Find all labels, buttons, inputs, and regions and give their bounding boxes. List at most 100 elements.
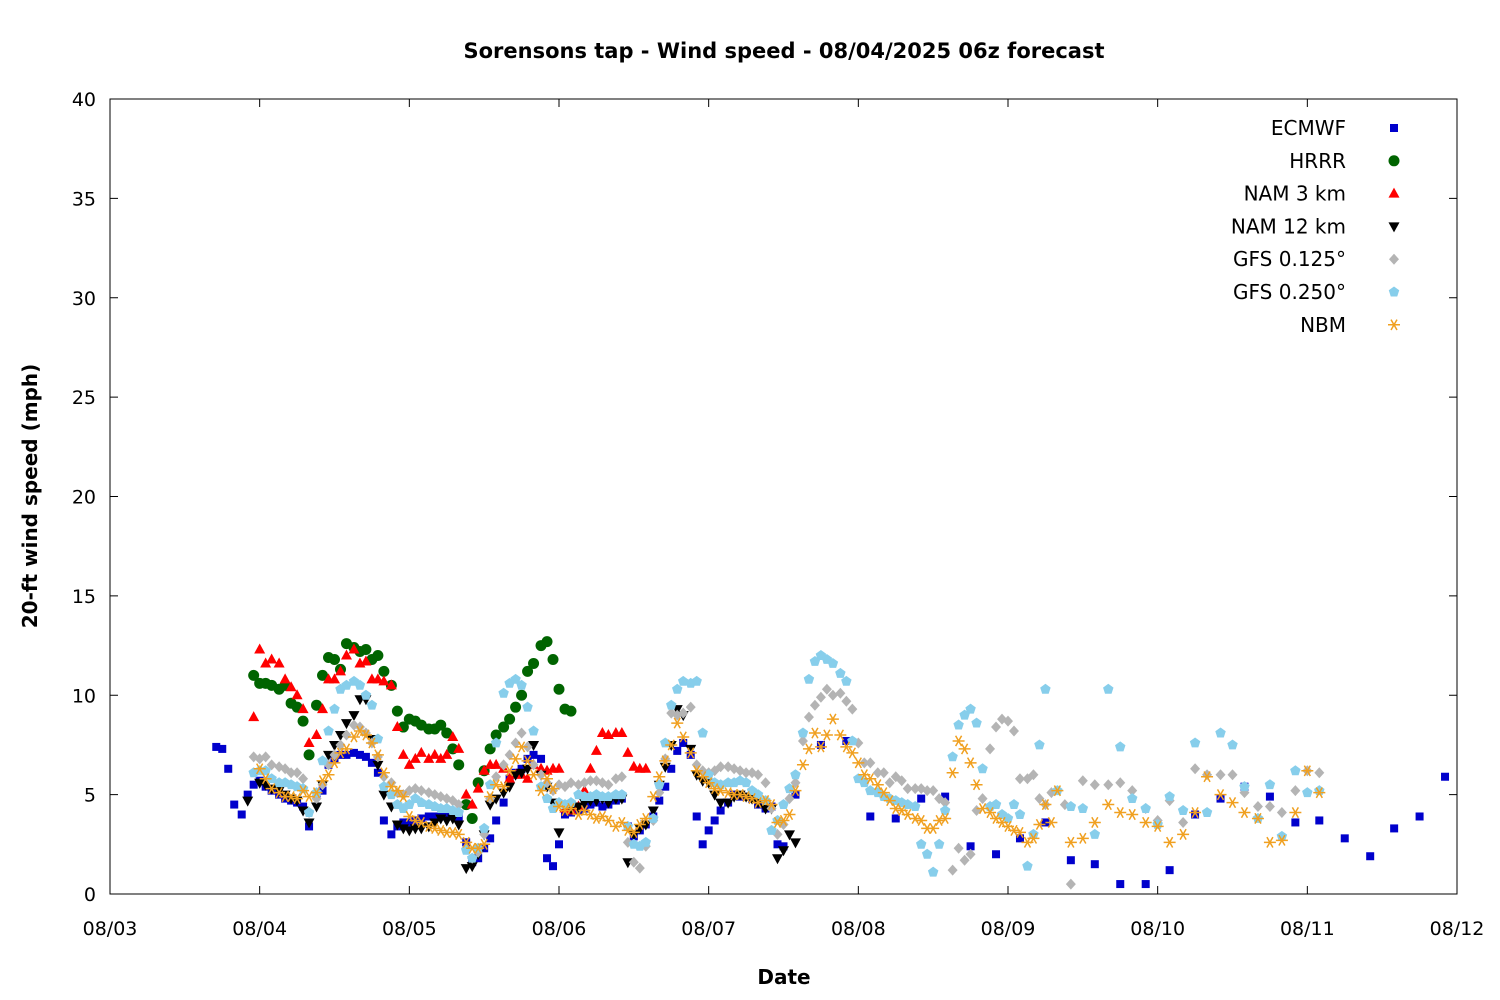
y-tick-label: 35 [72, 188, 96, 210]
data-point [565, 777, 576, 789]
data-point [1015, 834, 1024, 843]
data-point [230, 800, 239, 809]
data-point [547, 653, 559, 665]
legend-marker [1390, 124, 1398, 132]
data-point [522, 764, 534, 775]
data-point [415, 746, 427, 757]
data-point [254, 643, 266, 654]
data-point [661, 782, 670, 791]
data-point [946, 767, 959, 779]
data-point [1201, 771, 1214, 783]
data-point [1441, 772, 1450, 781]
data-point [1276, 807, 1287, 819]
data-point [441, 748, 453, 759]
data-point [921, 848, 933, 859]
data-point [784, 793, 795, 805]
data-point [366, 699, 378, 710]
data-point [329, 653, 340, 665]
data-point [964, 757, 977, 769]
data-point [377, 767, 390, 779]
data-point [361, 752, 370, 761]
data-point [959, 854, 970, 866]
data-point [334, 665, 346, 676]
data-point [777, 814, 790, 827]
data-point [528, 740, 540, 751]
data-point [279, 673, 291, 684]
data-point [484, 791, 497, 803]
data-point [1140, 803, 1151, 813]
data-point [297, 715, 309, 727]
data-point [672, 683, 683, 694]
data-point [323, 725, 334, 736]
data-point [1239, 781, 1250, 792]
data-point [385, 679, 397, 690]
legend-label: NBM [1300, 313, 1346, 337]
data-point [291, 793, 304, 805]
data-point [522, 701, 533, 712]
data-point [347, 731, 360, 743]
data-point [565, 705, 577, 717]
data-point [1033, 818, 1046, 831]
data-point [553, 828, 565, 839]
x-tick-label: 08/07 [681, 918, 736, 940]
data-point [447, 730, 459, 741]
data-point [878, 767, 889, 779]
data-point [603, 779, 614, 791]
data-point [1139, 816, 1152, 829]
data-point [340, 719, 352, 730]
legend-label: GFS 0.250° [1233, 280, 1346, 304]
y-tick-label: 30 [72, 288, 96, 310]
data-point [466, 812, 478, 824]
data-point [846, 747, 859, 759]
data-point [667, 764, 676, 773]
data-point [1126, 793, 1138, 804]
data-point [1002, 812, 1014, 823]
data-point [349, 748, 358, 757]
data-point [598, 802, 607, 811]
data-point [791, 790, 800, 799]
data-point [678, 707, 689, 719]
y-tick-label: 25 [72, 387, 96, 409]
data-point [627, 826, 640, 838]
data-point [460, 836, 473, 848]
data-point [940, 797, 951, 809]
data-point [253, 763, 266, 775]
data-point [654, 787, 665, 799]
data-point [510, 701, 522, 713]
data-point [977, 793, 988, 805]
data-point [891, 814, 900, 823]
data-point [1064, 836, 1077, 848]
data-point [691, 675, 702, 686]
data-point [447, 814, 459, 825]
data-point [585, 775, 596, 787]
data-point [1189, 806, 1202, 819]
x-tick-label: 08/03 [83, 918, 138, 940]
data-point [815, 691, 826, 703]
y-tick-label: 15 [72, 586, 96, 608]
data-point [311, 802, 323, 813]
data-point [1066, 856, 1075, 865]
data-point [953, 719, 964, 730]
data-point [1263, 836, 1276, 848]
x-tick-label: 08/04 [232, 918, 287, 940]
data-point [572, 802, 584, 813]
data-point [1090, 860, 1099, 869]
data-point [297, 806, 309, 817]
data-point [789, 838, 801, 849]
data-point [702, 777, 715, 789]
data-point [555, 840, 563, 849]
data-point [371, 749, 384, 761]
data-point [1151, 820, 1164, 832]
series-nam-12-km [242, 695, 801, 875]
data-point [778, 799, 789, 810]
data-point [841, 695, 852, 707]
data-point [1165, 866, 1174, 875]
data-point [285, 681, 297, 692]
data-point [536, 769, 547, 781]
data-point [403, 826, 415, 837]
series-ecmwf [212, 736, 1450, 889]
legend-marker [1388, 286, 1400, 297]
data-point [248, 711, 260, 722]
data-point [1251, 812, 1264, 825]
data-point [510, 673, 521, 684]
